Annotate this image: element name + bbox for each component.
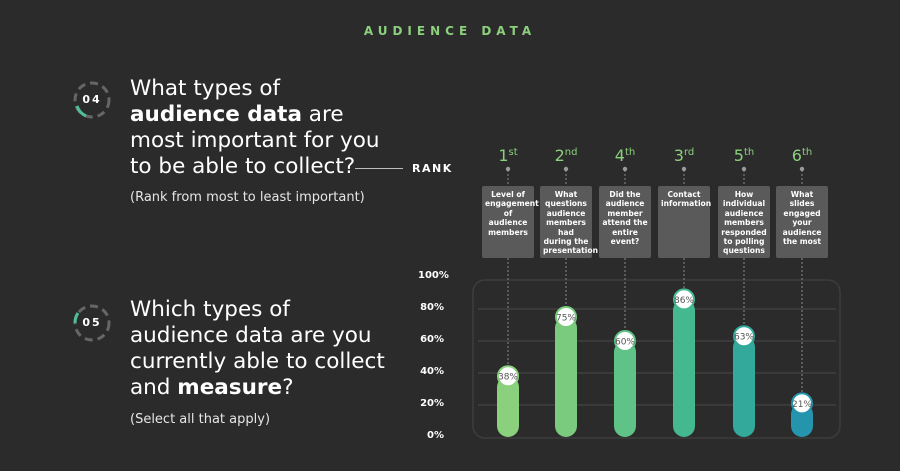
rank-number: 3rd: [673, 146, 695, 165]
section-title: AUDIENCE DATA: [363, 24, 537, 38]
bar: [497, 376, 519, 437]
y-tick-label: 40%: [420, 366, 444, 377]
y-tick-label: 80%: [420, 302, 444, 313]
bar: [614, 341, 636, 437]
rank-label: RANK: [412, 162, 453, 175]
question-text-04: What types of audience data are most imp…: [130, 76, 380, 179]
value-label: 21%: [792, 400, 812, 410]
category-label: Contact information: [658, 186, 711, 258]
value-label: 63%: [734, 333, 754, 343]
question-number: 05: [82, 316, 102, 329]
bar: [555, 317, 577, 437]
rank-number: 2nd: [554, 146, 578, 165]
question-subtitle-04: (Rank from most to least important): [130, 190, 365, 205]
rank-number: 6th: [791, 146, 813, 165]
bar: [733, 336, 755, 437]
value-bubble: [673, 288, 695, 311]
category-label: Level of engagement of audience members: [482, 186, 539, 258]
rank-connector-line: [355, 168, 403, 169]
value-bubble: [791, 392, 813, 415]
question-number-badge-04: 04: [72, 80, 112, 120]
category-label: What questions audience members had duri…: [540, 186, 598, 258]
rank-dot: [622, 166, 628, 172]
category-label: How individual audience members responde…: [718, 186, 770, 258]
rank-dot: [741, 166, 747, 172]
rank-dot: [681, 166, 687, 172]
value-label: 75%: [556, 314, 576, 324]
question-number: 04: [82, 93, 102, 106]
category-label: What slides engaged your audience the mo…: [776, 186, 828, 258]
value-label: 60%: [615, 338, 635, 348]
progress-ring-icon: [73, 81, 111, 119]
question-number-badge-05: 05: [72, 303, 112, 343]
rank-number: 4th: [614, 146, 636, 165]
value-bubble: [555, 306, 577, 328]
y-tick-label: 60%: [420, 334, 444, 345]
question-subtitle-05: (Select all that apply): [130, 412, 271, 427]
chart-panel: [472, 279, 841, 439]
bar: [673, 299, 695, 437]
progress-ring-icon: [73, 304, 111, 342]
rank-number: 1st: [498, 146, 518, 165]
value-label: 38%: [498, 373, 518, 383]
category-label: Did the audience member attend the entir…: [599, 186, 651, 258]
rank-number: 5th: [733, 146, 755, 165]
value-bubble: [614, 330, 636, 352]
y-tick-label: 100%: [418, 270, 449, 281]
value-label: 86%: [674, 296, 694, 306]
y-tick-label: 20%: [420, 398, 444, 409]
rank-dot: [563, 166, 569, 172]
value-bubble: [733, 325, 755, 348]
rank-dot: [505, 166, 511, 172]
value-bubble: [497, 365, 519, 388]
question-text-05: Which types of audience data are you cur…: [130, 297, 385, 400]
y-tick-label: 0%: [427, 430, 444, 441]
rank-dot: [799, 166, 805, 172]
